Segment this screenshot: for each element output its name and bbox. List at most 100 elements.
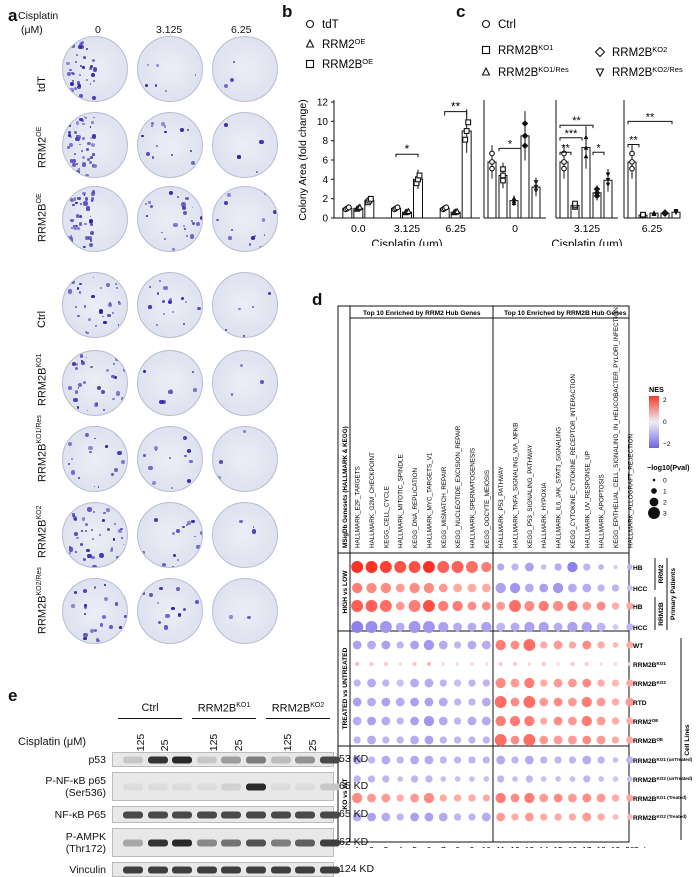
significance-mark: ** [451,100,461,114]
colony [69,248,72,251]
enrichment-dot [481,561,492,573]
wb-cisplatin-label: Cisplatin (μM) [18,736,87,748]
colony [111,489,115,491]
colony [83,56,86,59]
colony [272,402,277,407]
colony [184,300,187,303]
colony [182,211,188,216]
colony [82,191,86,196]
colony [80,65,83,68]
colony [71,71,74,75]
colony [109,624,113,629]
colony [76,163,79,166]
colony [89,215,92,218]
significance-bracket [395,153,419,158]
enrichment-dot [396,717,404,725]
enrichment-dot [611,584,620,592]
wb-band [221,756,242,763]
colony [110,547,114,550]
colony [155,324,158,327]
column-number: 4 [398,845,403,848]
colony-plate [212,186,278,252]
colony [86,548,90,553]
enrichment-dot [455,662,460,666]
colony [79,42,83,45]
column-number: 2 [369,845,374,848]
colony [91,134,96,139]
enrichment-dot [441,662,446,666]
enrichment-dot [454,641,462,649]
colony [81,136,86,141]
colony [146,215,148,217]
colony [238,307,241,311]
row-label-sup: KO2 [656,680,666,685]
colony [147,305,152,309]
legend-name: tdT [322,19,339,31]
colony [68,143,73,148]
enrichment-dot [481,812,491,822]
colony [155,144,158,147]
enrichment-dot [410,775,419,783]
enrichment-dot [454,717,462,725]
enrichment-dot [352,582,363,594]
colony [87,141,91,146]
enrichment-dot [482,736,490,744]
colony [106,508,110,513]
colony [104,583,106,586]
row-label-sup: KO2 (unTreated) [656,776,692,781]
colony [70,198,75,203]
colony [92,190,95,194]
significance-mark: *** [565,128,579,140]
colony [124,615,127,618]
enrichment-dot [554,756,562,764]
data-point [605,178,611,183]
data-point [533,184,539,190]
colony [77,638,81,642]
colony [92,564,97,567]
enrichment-dot [611,794,620,802]
row-label-name: RRM2B [633,815,657,822]
colony [70,240,74,243]
side-group-label: Primary Patients [670,568,677,620]
enrichment-dot [365,600,378,612]
enrichment-dot [468,679,476,687]
row-label: HCC [633,625,648,632]
enrichment-dot [496,755,506,765]
enrichment-dot [410,735,419,745]
wb-band [123,839,143,846]
legend-name: RRM2B [612,67,653,79]
enrichment-dot [395,601,405,611]
wb-band [246,811,266,818]
colony [268,292,271,296]
colony [102,409,105,412]
legend-sup: OE [362,57,373,66]
colony-plate [212,36,278,102]
colony [71,227,74,230]
enrichment-dot [395,583,405,593]
enrichment-dot [626,756,634,764]
enrichment-dot [540,756,548,764]
colony-plate [62,578,128,644]
colony [183,227,187,231]
enrichment-dot [438,812,448,822]
data-point [521,132,529,140]
enrichment-dot [367,756,376,764]
enrichment-dot [498,661,503,667]
colony [92,537,95,540]
colony [141,550,145,554]
legend-diamond-marker [594,46,606,58]
enrichment-dot [570,661,575,667]
colony [223,83,228,88]
enrichment-dot [396,813,404,821]
colony [106,527,110,531]
wb-group-name: Ctrl [141,702,159,714]
plate-row-label: RRM2BKO1/Res [36,415,49,482]
enrichment-dot [367,793,376,803]
colony [110,412,114,415]
colony [98,533,101,537]
colony [79,143,81,145]
colony [119,626,123,629]
x-tick-label: 6.25 [642,223,663,235]
enrichment-dot [365,561,378,573]
enrichment-dot [497,563,505,571]
